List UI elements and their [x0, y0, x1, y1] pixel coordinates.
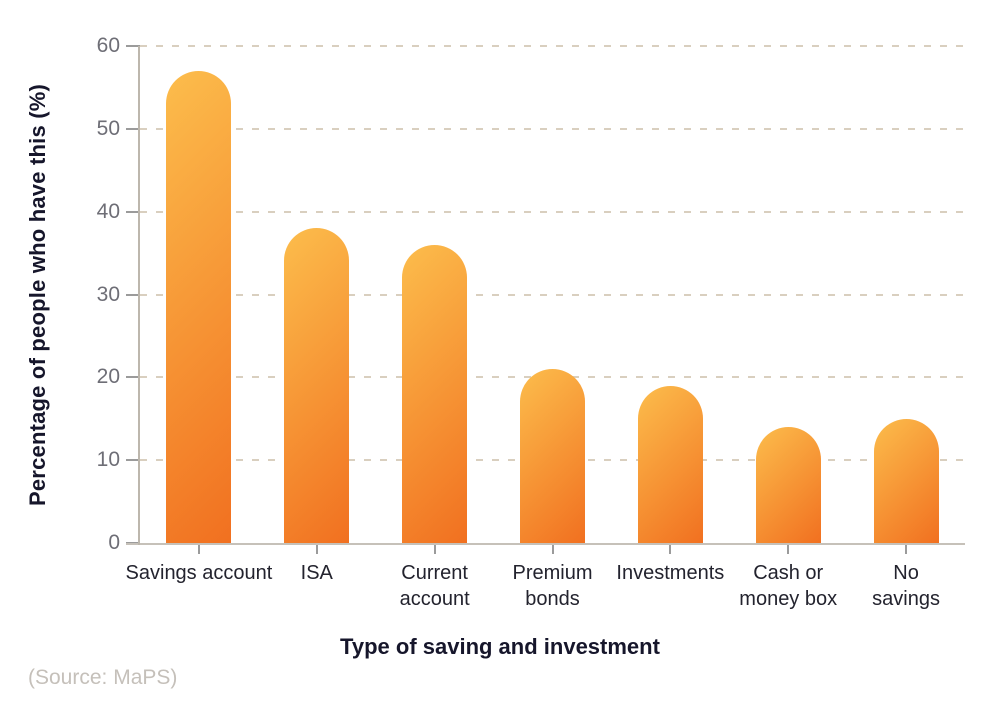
- y-tick-30: [126, 293, 140, 296]
- x-tick-6: [787, 545, 790, 554]
- bar-isa: [284, 228, 350, 543]
- y-tick-label-10: 10: [96, 448, 120, 472]
- x-axis-line: [126, 543, 965, 545]
- gridline-30: [140, 293, 965, 296]
- x-tick-1: [197, 545, 200, 554]
- category-label-2: ISA: [300, 562, 333, 584]
- y-tick-label-60: 60: [96, 34, 120, 57]
- y-tick-label-20: 20: [96, 365, 120, 389]
- y-tick-label-50: 50: [96, 116, 120, 140]
- x-tick-2: [315, 545, 318, 554]
- category-label-1: Savings account: [125, 562, 273, 584]
- y-tick-40: [126, 210, 140, 213]
- bar-investments: [637, 385, 703, 543]
- source-caption: (Source: MaPS): [28, 666, 178, 689]
- y-tick-50: [126, 127, 140, 130]
- y-tick-20: [126, 376, 140, 379]
- y-tick-label-40: 40: [96, 199, 120, 223]
- x-tick-4: [551, 545, 554, 554]
- bar-current-account: [402, 244, 468, 543]
- gridline-40: [140, 210, 965, 213]
- y-tick-10: [126, 459, 140, 462]
- y-axis-title: Percentage of people who have this (%): [25, 83, 50, 506]
- bar-savings-account: [166, 70, 232, 543]
- y-tick-label-30: 30: [96, 282, 120, 306]
- x-axis-title: Type of saving and investment: [340, 634, 660, 659]
- y-tick-label-0: 0: [108, 531, 120, 554]
- x-tick-3: [433, 545, 436, 554]
- category-label-7: No savings: [872, 562, 940, 610]
- gridline-50: [140, 127, 965, 130]
- category-label-3: Current account: [399, 562, 470, 610]
- category-label-6: Cash or money box: [739, 562, 838, 610]
- bar-cash-or-money-box: [755, 427, 821, 543]
- y-axis-line: [138, 46, 140, 545]
- category-label-5: Investments: [616, 562, 725, 584]
- x-tick-7: [905, 545, 908, 554]
- y-tick-60: [126, 45, 140, 47]
- bar-premium-bonds: [520, 369, 585, 543]
- bar-no-savings: [873, 418, 939, 543]
- gridline-60: [140, 45, 965, 47]
- x-tick-5: [669, 545, 672, 554]
- category-label-4: Premium bonds: [512, 562, 593, 610]
